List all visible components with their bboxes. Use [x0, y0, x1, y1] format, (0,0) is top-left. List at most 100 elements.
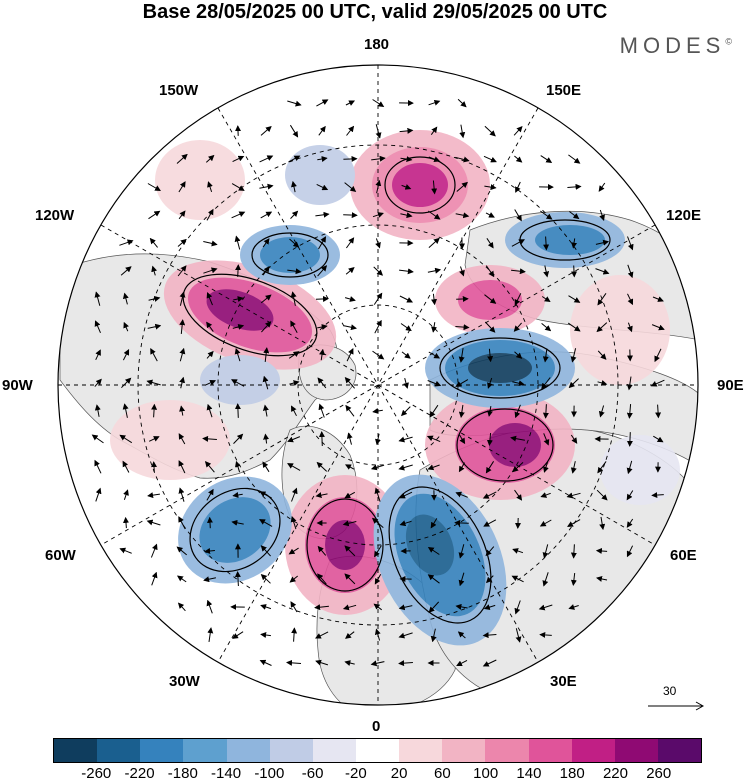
wind-arrow [151, 403, 158, 418]
wind-arrow [487, 406, 493, 417]
negative-anomaly-labrador [178, 476, 292, 584]
wind-arrow [483, 519, 497, 527]
wind-arrow [429, 404, 439, 418]
wind-arrow [427, 546, 440, 555]
wind-arrow [512, 548, 524, 554]
wind-arrow [458, 572, 465, 587]
wind-arrow [626, 432, 633, 447]
wind-arrow [431, 180, 438, 195]
wind-arrow [456, 181, 468, 192]
wind-arrow [178, 210, 186, 220]
wind-arrow [148, 436, 160, 442]
wind-arrow [514, 600, 521, 615]
wind-arrow [260, 125, 272, 136]
wind-arrow [291, 627, 298, 642]
colorbar-tick-label: 20 [390, 765, 408, 782]
wind-arrow [373, 603, 383, 611]
wind-arrow [398, 660, 413, 667]
colorbar-tick-labels: -260 -220 -180 -140 -100 -60 -20 20 60 100 140 180 2… [53, 765, 702, 783]
wind-arrow [318, 431, 325, 447]
map-boundary [57, 64, 699, 706]
wind-arrow [400, 156, 413, 163]
wind-arrow [455, 491, 468, 498]
wind-arrow [626, 376, 633, 391]
wind-arrow [316, 183, 329, 191]
wind-arrow [260, 545, 271, 557]
reference-vector-label: 30 [663, 684, 677, 698]
wind-arrow [651, 492, 664, 499]
wind-arrow [232, 631, 244, 639]
colorbar-tick-label: 100 [473, 765, 499, 782]
wind-arrow [345, 237, 355, 249]
wind-arrow [95, 349, 101, 361]
wind-arrow [315, 295, 329, 302]
colorbar-tick-label: 260 [646, 765, 672, 782]
wind-arrow [262, 404, 269, 417]
wind-arrow [123, 321, 129, 332]
wind-arrow [482, 632, 497, 639]
wind-arrow [203, 576, 217, 583]
colorbar-segment [571, 739, 615, 762]
wind-arrow [204, 548, 215, 554]
wind-arrow [148, 210, 161, 220]
wind-arrow [289, 124, 299, 138]
wind-arrow [399, 295, 413, 303]
wind-arrow [514, 489, 523, 501]
colorbar-segment [269, 739, 313, 762]
wind-arrow [122, 349, 130, 361]
wind-arrow [454, 519, 469, 526]
wind-arrow [287, 100, 302, 107]
wind-arrow [233, 296, 244, 302]
wind-arrow [459, 124, 466, 139]
wind-arrow [567, 322, 581, 332]
colorbar-segment [312, 739, 356, 762]
wind-arrow [345, 464, 355, 470]
wind-arrow [398, 604, 413, 611]
wind-arrow [94, 459, 102, 474]
wind-arrow [456, 659, 468, 667]
wind-arrow [150, 543, 158, 558]
graticule [58, 65, 698, 705]
wind-arrow [178, 433, 186, 445]
wind-arrow [431, 293, 438, 306]
lon-label-180: 180 [364, 36, 390, 53]
wind-arrow [571, 238, 578, 249]
wind-arrow [598, 182, 606, 192]
wind-arrow [290, 210, 299, 219]
wind-arrow [287, 268, 302, 275]
wind-arrow [459, 266, 465, 277]
wind-arrow [231, 183, 245, 191]
positive-anomaly-canada [163, 260, 337, 370]
wind-arrow [231, 519, 244, 526]
wind-arrow [458, 462, 466, 473]
wind-arrow [596, 576, 608, 582]
colorbar-tick-label: 140 [516, 765, 542, 782]
wind-arrow [455, 156, 470, 163]
wind-arrow [206, 350, 214, 359]
wind-arrow [455, 212, 470, 219]
lon-label-0: 0 [372, 718, 381, 735]
wind-arrow [344, 376, 355, 389]
wind-arrow [345, 404, 355, 417]
wind-arrow [206, 516, 213, 529]
wind-arrow [627, 322, 633, 333]
wind-arrow [514, 209, 522, 222]
wind-arrow [542, 572, 549, 587]
wind-arrow [399, 268, 414, 275]
wind-arrow [203, 267, 218, 274]
wind-arrow [455, 603, 468, 610]
wind-arrow [570, 572, 577, 586]
wind-arrow [599, 516, 606, 531]
wind-arrow [539, 519, 552, 527]
wind-arrow [262, 375, 269, 390]
wind-arrow [259, 183, 274, 190]
wind-arrow [316, 99, 329, 107]
wind-arrow [430, 126, 438, 135]
wind-arrow [291, 405, 297, 417]
wind-arrow [94, 291, 101, 306]
wind-arrow [455, 324, 470, 331]
wind-arrow [207, 181, 213, 193]
wind-arrow [487, 348, 494, 363]
meridian-150E-30W [217, 107, 539, 663]
colorbar-segment [485, 739, 529, 762]
